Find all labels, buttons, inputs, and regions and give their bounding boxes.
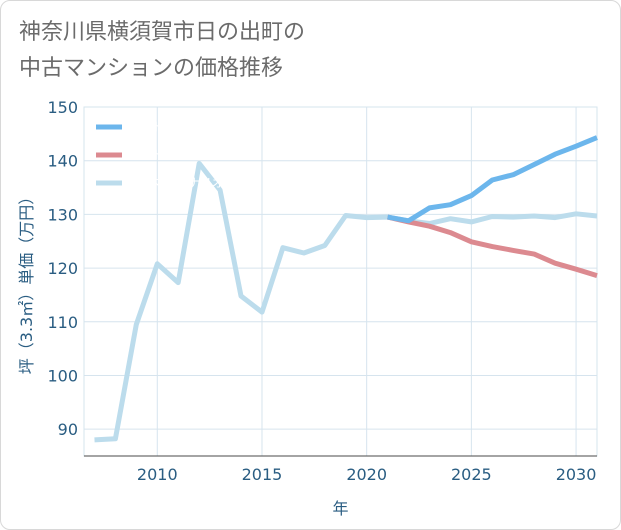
- series-line-2: [94, 160, 598, 443]
- x-tick-label: 2010: [137, 465, 178, 484]
- y-tick-label: 140: [47, 152, 78, 171]
- x-tick-label: 2020: [346, 465, 387, 484]
- grid-lines: [83, 106, 598, 457]
- axis-labels: 年 坪（3.3㎡）単価（万円）: [17, 189, 349, 518]
- x-axis-label: 年: [332, 499, 348, 518]
- y-tick-label: 110: [47, 313, 78, 332]
- y-tick-label: 90: [58, 420, 78, 439]
- legend-label: バッドシナリオ: [128, 148, 212, 162]
- x-tick-label: 2015: [242, 465, 283, 484]
- y-tick-label: 130: [47, 205, 78, 224]
- legend-label: グッドシナリオ: [128, 120, 212, 134]
- x-tick-label: 2025: [451, 465, 492, 484]
- chart-title: 神奈川県横須賀市日の出町の 中古マンションの価格推移: [19, 15, 305, 87]
- chart-title-line1: 神奈川県横須賀市日の出町の: [19, 20, 306, 45]
- series-lines: [94, 135, 598, 443]
- x-tick-label: 2030: [556, 465, 597, 484]
- y-tick-label: 100: [47, 366, 78, 385]
- axes: 90 100 110 120 130 140 150 2010 2015 2020 2025 2030: [47, 98, 597, 484]
- y-tick-label: 120: [47, 259, 78, 278]
- series-line-0: [387, 135, 598, 224]
- y-axis-label: 坪（3.3㎡）単価（万円）: [17, 189, 36, 374]
- legend-label: ノーマルシナリオ: [128, 176, 224, 190]
- chart-title-line2: 中古マンションの価格推移: [19, 56, 284, 81]
- y-tick-label: 150: [47, 98, 78, 117]
- series-line-1: [387, 214, 598, 278]
